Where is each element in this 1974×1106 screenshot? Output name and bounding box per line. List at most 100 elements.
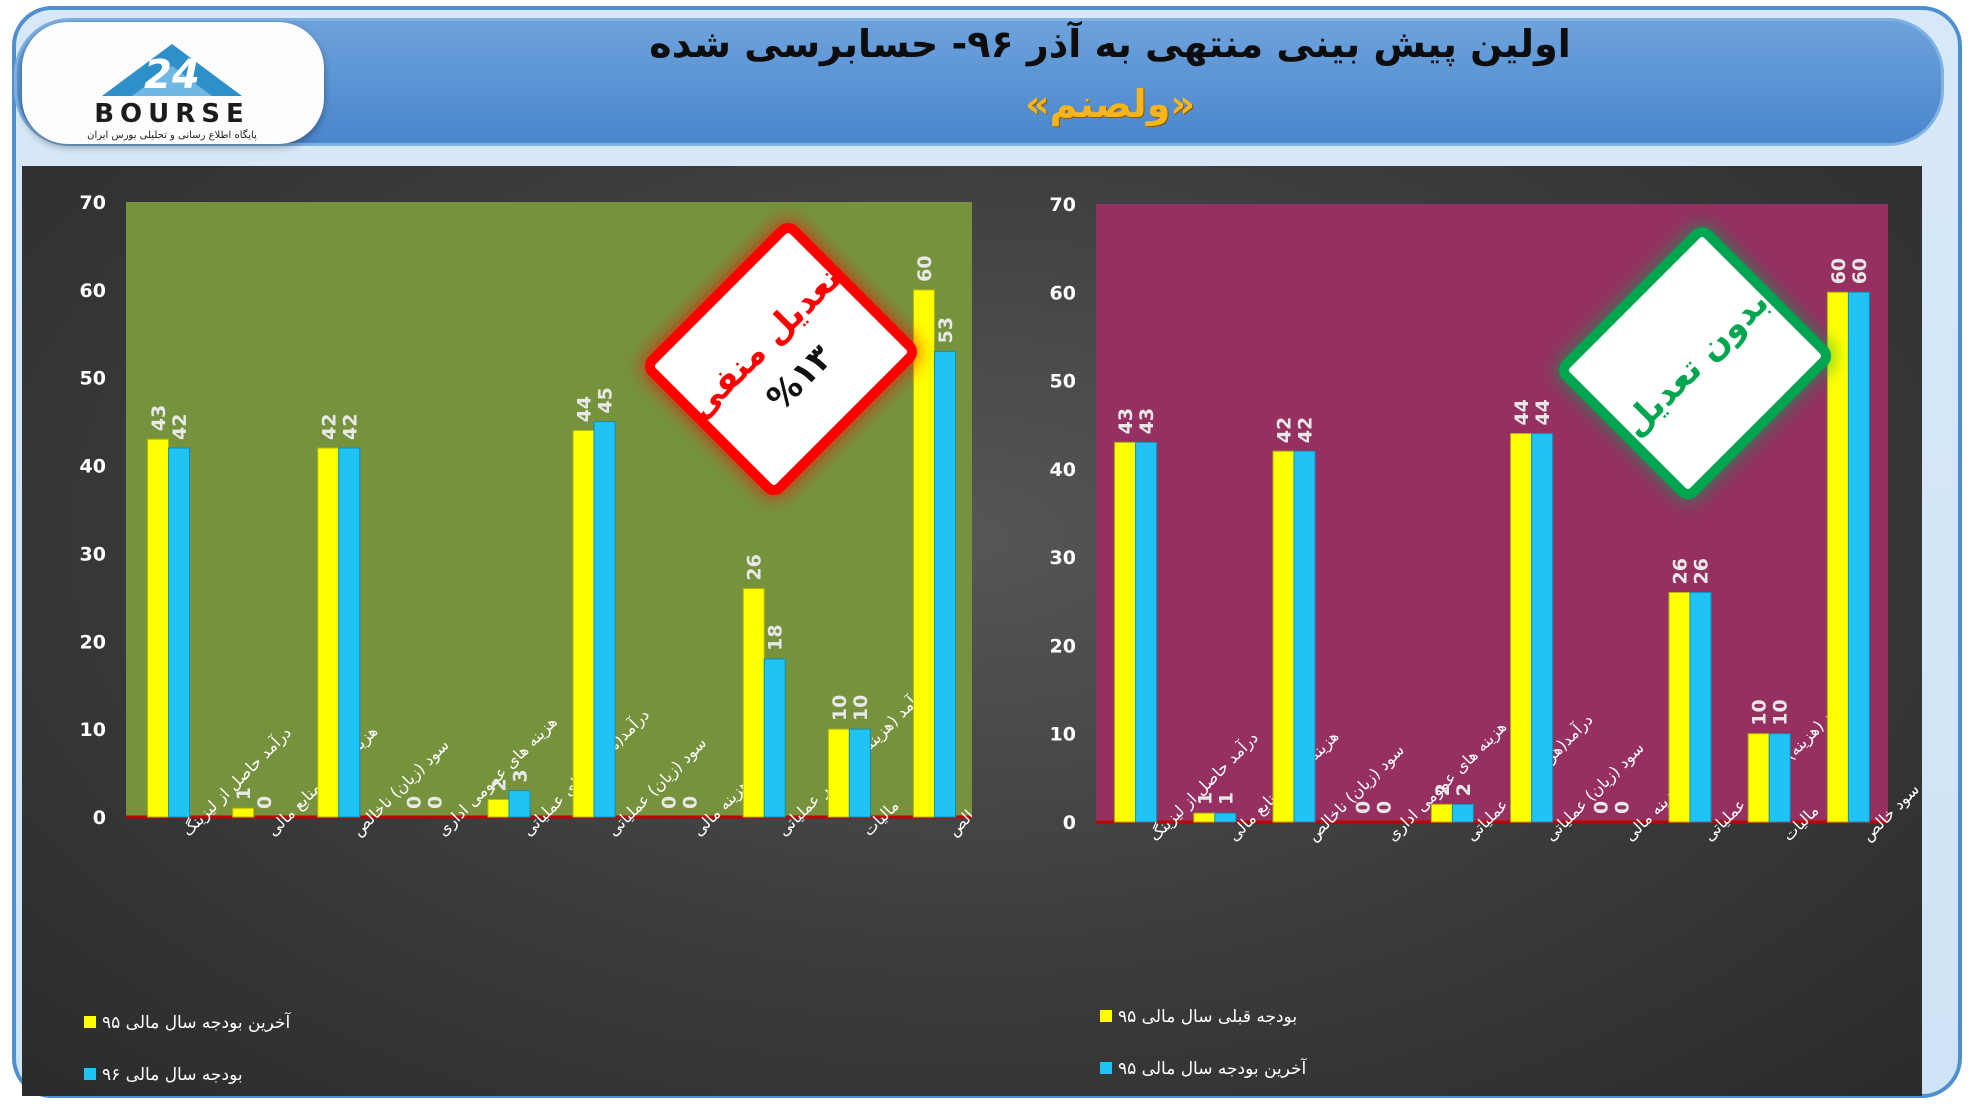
data-label: 0 <box>424 796 446 809</box>
data-label: 26 <box>744 554 766 580</box>
data-label: 1 <box>233 787 255 800</box>
logo-wordmark: BOURSE <box>94 99 250 129</box>
y-tick-label: 70 <box>80 192 106 214</box>
bar-series-2 <box>1768 733 1791 823</box>
bar-series-2 <box>1214 812 1237 823</box>
bar-series-1 <box>827 728 850 818</box>
data-label: 26 <box>1670 558 1692 584</box>
data-label: 60 <box>914 255 936 281</box>
data-label: 10 <box>829 695 851 721</box>
bar-series-1 <box>147 438 170 818</box>
bar-series-1 <box>1114 441 1137 823</box>
legend-swatch <box>1100 1062 1112 1074</box>
bar-series-1 <box>1430 803 1453 823</box>
legend-swatch <box>1100 1010 1112 1022</box>
bar-series-1 <box>232 807 255 818</box>
data-label: 3 <box>509 769 531 782</box>
bar-series-1 <box>1826 291 1849 823</box>
legend-label: بودجه قبلی سال مالی ۹۵ <box>1118 1007 1297 1027</box>
bar-series-1 <box>1193 812 1216 823</box>
legend-label: آخرین بودجه سال مالی ۹۵ <box>1118 1057 1308 1079</box>
data-label: 26 <box>1691 558 1713 584</box>
badge: تعدیل منفی%۱۳ <box>643 221 919 497</box>
bar-series-2 <box>1293 450 1316 823</box>
bar-series-2 <box>593 421 616 818</box>
y-tick-label: 30 <box>1050 547 1076 569</box>
y-tick-label: 10 <box>1050 724 1076 746</box>
data-label: 1 <box>1194 792 1216 805</box>
data-label: 0 <box>680 796 702 809</box>
page-title: اولین پیش بینی منتهی به آذر ۹۶- حسابرسی … <box>649 22 1571 66</box>
data-label: 45 <box>595 387 617 413</box>
data-label: 0 <box>1590 801 1612 814</box>
data-label: 2 <box>1453 783 1475 796</box>
y-tick-label: 60 <box>80 280 106 302</box>
data-label: 0 <box>659 796 681 809</box>
bar-series-2 <box>168 447 191 818</box>
bar-series-1 <box>1668 591 1691 823</box>
data-label: 10 <box>1770 699 1792 725</box>
y-tick-label: 40 <box>1050 459 1076 481</box>
bar-series-1 <box>742 588 765 818</box>
data-label: 0 <box>1374 801 1396 814</box>
data-label: 53 <box>935 317 957 343</box>
y-tick-label: 0 <box>1063 812 1076 834</box>
data-label: 42 <box>339 414 361 440</box>
data-label: 10 <box>1749 699 1771 725</box>
legend-swatch <box>84 1068 96 1080</box>
bar-series-2 <box>1531 433 1554 823</box>
y-tick-label: 0 <box>93 807 106 829</box>
data-label: 43 <box>1136 408 1158 434</box>
data-label: 42 <box>318 414 340 440</box>
logo-number: 24 <box>144 52 200 98</box>
y-tick-label: 40 <box>80 456 106 478</box>
data-label: 2 <box>1432 783 1454 796</box>
data-label: 60 <box>1828 258 1850 284</box>
data-label: 43 <box>148 405 170 431</box>
data-label: 2 <box>488 778 510 791</box>
bar-series-2 <box>933 350 956 818</box>
y-tick-label: 10 <box>80 719 106 741</box>
bar-series-2 <box>1689 591 1712 823</box>
badge-box <box>644 222 918 496</box>
badge: بدون تعدیل <box>1557 225 1833 501</box>
y-tick-label: 50 <box>80 368 106 390</box>
legend-swatch <box>84 1016 96 1028</box>
data-label: 42 <box>1274 417 1296 443</box>
data-label: 60 <box>1849 258 1871 284</box>
y-tick-label: 70 <box>1050 194 1076 216</box>
data-label: 42 <box>169 414 191 440</box>
data-label: 44 <box>574 396 596 422</box>
data-label: 0 <box>254 796 276 809</box>
data-label: 44 <box>1532 399 1554 425</box>
bar-series-2 <box>1847 291 1870 823</box>
badge-box <box>1558 226 1832 500</box>
data-label: 44 <box>1511 399 1533 425</box>
page-subtitle-symbol: «ولصنم» <box>1025 82 1195 126</box>
bar-series-1 <box>487 798 510 818</box>
data-label: 0 <box>1611 801 1633 814</box>
bar-series-2 <box>1451 803 1474 823</box>
bar-series-1 <box>1747 733 1770 823</box>
bar-series-1 <box>1272 450 1295 823</box>
y-tick-label: 60 <box>1050 282 1076 304</box>
bar-series-2 <box>848 728 871 818</box>
bar-series-2 <box>508 790 531 818</box>
y-tick-label: 20 <box>1050 635 1076 657</box>
logo-graphic: 24 BOURSE پایگاه اطلاع رسانی و تحلیلی بو… <box>87 44 257 141</box>
legend-label: آخرین بودجه سال مالی ۹۵ <box>102 1011 292 1033</box>
data-label: 18 <box>765 624 787 650</box>
legend-label: بودجه سال مالی ۹۶ <box>102 1065 243 1085</box>
bar-series-1 <box>572 429 595 818</box>
data-label: 0 <box>1353 801 1375 814</box>
logo-tagline: پایگاه اطلاع رسانی و تحلیلی بورس ایران <box>87 129 257 141</box>
bar-series-2 <box>763 658 786 818</box>
data-label: 0 <box>403 796 425 809</box>
bar-series-2 <box>1135 441 1158 823</box>
data-label: 42 <box>1295 417 1317 443</box>
logo: 24 BOURSE پایگاه اطلاع رسانی و تحلیلی بو… <box>22 22 324 144</box>
data-label: 1 <box>1215 792 1237 805</box>
bar-series-2 <box>338 447 361 818</box>
